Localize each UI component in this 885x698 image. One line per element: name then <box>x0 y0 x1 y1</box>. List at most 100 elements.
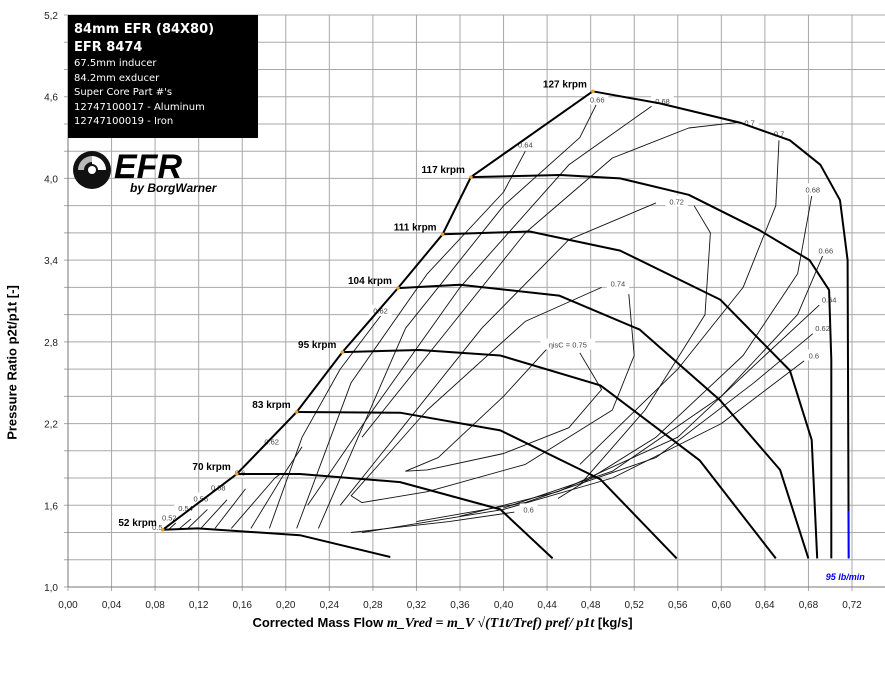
efficiency-label: 0.7 <box>774 129 784 138</box>
efficiency-contour <box>187 509 208 529</box>
turbo-swirl-icon: EFR by BorgWarner <box>73 148 218 195</box>
efficiency-label: 0.62 <box>264 437 279 446</box>
x-tick-label: 0,32 <box>407 600 427 611</box>
speed-line <box>470 174 833 559</box>
surge-point <box>234 472 239 476</box>
max-flow-label: 95 lb/min <box>826 572 866 582</box>
surge-point <box>591 89 595 94</box>
y-tick-label: 3,4 <box>44 256 58 267</box>
x-tick-label: 0,52 <box>624 600 644 611</box>
efficiency-label: 0.62 <box>373 307 388 316</box>
efficiency-contour <box>579 140 780 465</box>
speed-line-label: 70 krpm <box>192 462 230 473</box>
logo-subtext: by BorgWarner <box>130 181 218 195</box>
info-line: 84.2mm exducer <box>74 72 160 84</box>
efficiency-contour <box>250 446 303 529</box>
x-axis-label: Corrected Mass Flow m_Vred = m_V √(T1t/T… <box>0 615 885 632</box>
surge-point <box>396 286 400 290</box>
info-line: 12747100017 - Aluminum <box>74 101 205 113</box>
info-line: Super Core Part #'s <box>74 87 173 98</box>
efficiency-label: 0.6 <box>523 505 533 514</box>
x-axis-title: Corrected Mass Flow <box>252 615 384 630</box>
efficiency-label-bg <box>148 521 167 533</box>
x-tick-label: 0,20 <box>276 600 296 611</box>
x-tick-label: 0,00 <box>58 600 78 611</box>
info-title: 84mm EFR (84X80) <box>74 22 215 37</box>
efficiency-contour <box>579 205 711 486</box>
efficiency-label: 0.74 <box>611 279 626 288</box>
efficiency-label: 0.64 <box>518 140 533 149</box>
efficiency-contour <box>361 122 737 438</box>
info-line: 12747100019 - Iron <box>74 116 174 127</box>
efficiency-label: 0.72 <box>669 198 684 207</box>
efficiency-label-bg <box>189 492 213 504</box>
speed-line <box>592 90 850 559</box>
efficiency-label-bg <box>804 349 823 361</box>
surge-point <box>294 410 299 414</box>
speed-line <box>397 283 810 559</box>
speed-line-label: 104 krpm <box>348 276 392 287</box>
efficiency-label-bg <box>369 304 392 316</box>
y-tick-label: 1,0 <box>44 583 58 594</box>
y-axis-label: Pressure Ratio p2t/p1t [-] <box>4 285 20 440</box>
efficiency-contour <box>200 499 228 529</box>
efficiency-label-bg <box>540 338 596 350</box>
speed-line <box>442 230 819 559</box>
efficiency-contour <box>351 511 515 533</box>
efficiency-contour <box>307 105 652 506</box>
x-tick-label: 0,16 <box>232 600 252 611</box>
speed-line <box>296 411 678 560</box>
efficiency-label: 0.7 <box>744 119 754 128</box>
x-tick-label: 0,48 <box>581 600 601 611</box>
speed-line-label: 127 krpm <box>543 79 587 90</box>
efficiency-label-bg <box>606 277 630 289</box>
efficiency-label-bg <box>514 138 537 150</box>
efficiency-label: 0.56 <box>194 494 209 503</box>
y-tick-label: 4,0 <box>44 174 58 185</box>
efficiency-contour <box>268 315 381 529</box>
efficiency-label-bg <box>651 94 674 106</box>
x-tick-label: 0,40 <box>494 600 514 611</box>
efficiency-label-bg <box>665 195 688 207</box>
surge-point <box>340 350 345 354</box>
x-tick-label: 0,04 <box>102 600 122 611</box>
x-tick-label: 0,72 <box>842 600 862 611</box>
y-tick-label: 2,8 <box>44 338 58 349</box>
efficiency-label: 0.68 <box>655 97 670 106</box>
x-tick-label: 0,36 <box>450 600 470 611</box>
x-tick-label: 0,60 <box>712 600 732 611</box>
efficiency-label-bg <box>260 435 283 447</box>
efficiency-label: 0.66 <box>590 95 605 104</box>
speed-line-label: 95 krpm <box>298 340 336 351</box>
efficiency-label: 0.62 <box>815 324 830 333</box>
efficiency-contour <box>317 104 597 529</box>
efficiency-label: 0.52 <box>162 514 177 523</box>
efficiency-label: 0.5 <box>152 523 162 532</box>
y-tick-label: 2,2 <box>44 420 58 431</box>
speed-line <box>342 349 777 560</box>
logo-text: EFR <box>114 148 182 186</box>
surge-line <box>162 90 594 531</box>
efficiency-label: 0.68 <box>805 185 820 194</box>
efficiency-contour <box>177 518 192 531</box>
efficiency-label-bg <box>770 127 788 139</box>
speed-line-label: 117 krpm <box>422 165 465 176</box>
efficiency-label-bg <box>801 183 824 195</box>
info-line: 67.5mm inducer <box>74 58 157 69</box>
efficiency-label-bg <box>174 502 197 514</box>
x-axis-unit: [kg/s] <box>597 615 633 630</box>
efficiency-label: 0.54 <box>178 504 193 513</box>
efficiency-label-bg <box>811 322 834 334</box>
x-tick-label: 0,44 <box>537 600 557 611</box>
efficiency-label-bg <box>519 503 538 515</box>
y-tick-label: 4,6 <box>44 93 58 104</box>
surge-point <box>469 175 473 179</box>
efficiency-contour <box>405 348 603 472</box>
speed-line <box>236 473 554 560</box>
efficiency-label: 0.6 <box>809 351 819 360</box>
efficiency-contour <box>459 304 820 517</box>
efr-logo: EFR by BorgWarner <box>70 146 230 196</box>
efficiency-label: ηisC = 0.75 <box>549 341 587 350</box>
